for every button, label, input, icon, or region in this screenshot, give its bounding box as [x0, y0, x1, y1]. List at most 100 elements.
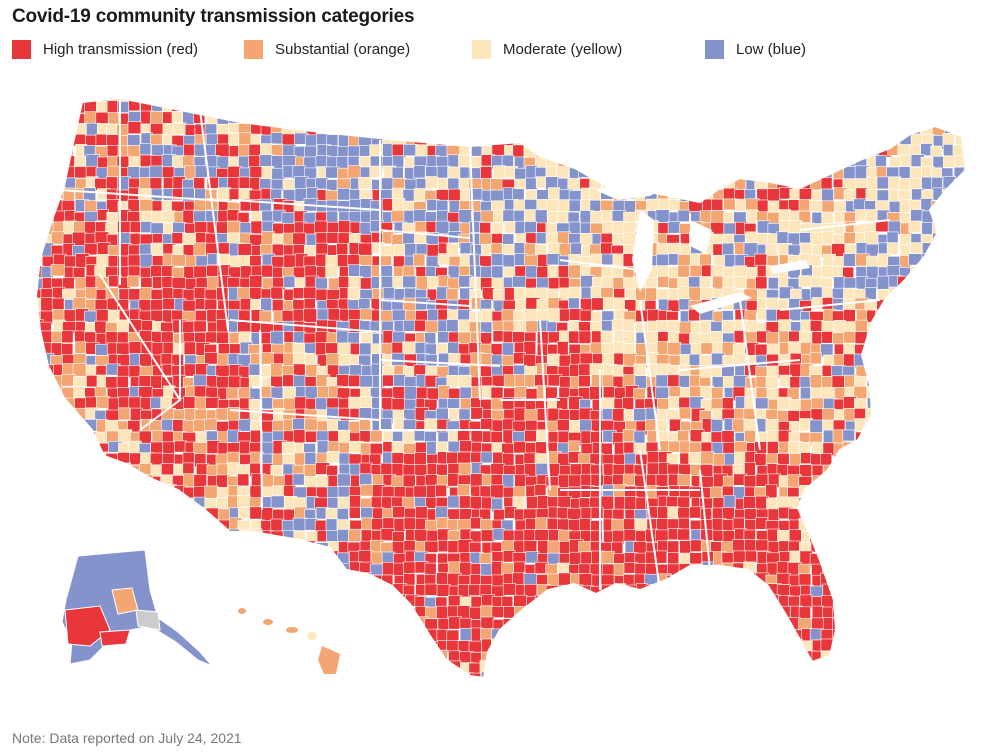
county-low — [326, 210, 338, 223]
county-moderate — [36, 101, 44, 115]
county-moderate — [304, 585, 318, 598]
county-high — [151, 485, 163, 498]
county-high — [602, 154, 617, 167]
county-low — [50, 111, 64, 125]
county-high — [282, 672, 296, 678]
hawaii-molokai — [286, 627, 298, 633]
county-substantial — [612, 660, 625, 673]
county-moderate — [842, 586, 858, 599]
county-high — [809, 661, 825, 675]
county-moderate — [932, 562, 945, 575]
county-moderate — [581, 672, 595, 678]
county-low — [292, 517, 308, 531]
county-high — [591, 297, 605, 311]
county-moderate — [844, 517, 857, 530]
county-substantial — [622, 473, 637, 486]
county-high — [833, 596, 846, 611]
county-moderate — [623, 685, 637, 697]
county-low — [877, 507, 890, 521]
county-moderate — [800, 111, 813, 126]
county-moderate — [556, 145, 569, 160]
county-substantial — [931, 375, 944, 389]
county-high — [206, 542, 219, 556]
county-high — [196, 551, 211, 565]
county-low — [886, 464, 900, 477]
county-high — [194, 685, 207, 696]
county-high — [413, 662, 427, 675]
county-low — [62, 661, 75, 676]
county-high — [745, 585, 759, 598]
county-low — [954, 583, 966, 596]
county-high — [36, 387, 43, 402]
county-moderate — [943, 387, 958, 401]
county-substantial — [36, 650, 44, 663]
county-low — [953, 441, 966, 454]
county-low — [36, 429, 42, 444]
county-high — [921, 397, 936, 411]
county-substantial — [677, 101, 690, 116]
county-high — [976, 366, 982, 378]
county-high — [821, 595, 834, 608]
county-substantial — [381, 98, 397, 103]
county-low — [876, 539, 889, 552]
county-high — [347, 594, 362, 608]
county-low — [656, 123, 670, 135]
county-high — [206, 264, 220, 277]
county-low — [51, 507, 65, 520]
county-moderate — [768, 98, 783, 104]
county-moderate — [84, 441, 97, 455]
county-high — [930, 519, 944, 533]
county-moderate — [678, 177, 692, 191]
county-low — [754, 594, 768, 608]
county-moderate — [261, 629, 276, 643]
county-high — [95, 309, 111, 323]
county-low — [612, 618, 625, 634]
county-low — [843, 662, 858, 676]
county-high — [392, 594, 408, 608]
county-high — [941, 98, 955, 102]
county-substantial — [204, 418, 218, 431]
county-high — [260, 264, 273, 278]
county-substantial — [85, 287, 98, 300]
county-high — [633, 155, 646, 168]
county-substantial — [283, 574, 299, 587]
county-substantial — [36, 519, 45, 535]
county-low — [910, 111, 925, 125]
county-low — [141, 519, 154, 535]
county-moderate — [909, 242, 923, 256]
county-low — [273, 112, 287, 125]
county-high — [921, 442, 935, 457]
county-substantial — [360, 484, 374, 497]
county-high — [776, 651, 792, 666]
county-high — [413, 528, 429, 542]
county-low — [261, 397, 274, 410]
county-high — [931, 112, 944, 126]
county-high — [370, 111, 383, 126]
county-high — [162, 441, 176, 455]
county-high — [854, 607, 868, 620]
county-low — [162, 583, 177, 598]
county-high — [382, 652, 396, 667]
county-low — [710, 165, 724, 178]
county-moderate — [206, 573, 219, 587]
county-low — [854, 486, 868, 501]
county-low — [842, 553, 857, 567]
county-moderate — [249, 541, 264, 555]
county-substantial — [964, 628, 966, 644]
county-substantial — [556, 134, 570, 147]
county-moderate — [690, 607, 703, 622]
county-high — [468, 640, 483, 653]
county-moderate — [41, 662, 56, 677]
county-high — [358, 650, 374, 665]
county-substantial — [270, 617, 285, 633]
county-high — [864, 496, 878, 511]
county-high — [677, 528, 691, 541]
county-high — [699, 100, 712, 113]
county-substantial — [930, 674, 945, 678]
county-moderate — [36, 98, 45, 103]
county-high — [491, 561, 504, 576]
county-moderate — [712, 574, 725, 590]
county-low — [733, 607, 749, 621]
county-low — [899, 685, 913, 698]
county-moderate — [910, 660, 925, 674]
